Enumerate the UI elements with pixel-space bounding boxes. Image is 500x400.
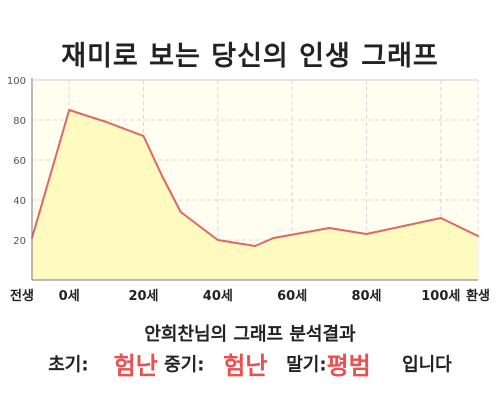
late-label: 말기: bbox=[286, 354, 327, 376]
analysis-title: 안희찬님의 그래프 분석결과 bbox=[144, 324, 356, 345]
x-tick-label: 80세 bbox=[351, 289, 381, 304]
data-point-11 bbox=[402, 225, 405, 227]
late-value: 평범 bbox=[326, 352, 371, 380]
data-point-9 bbox=[328, 227, 331, 229]
x-tick-label: 0세 bbox=[59, 289, 80, 304]
data-point-3 bbox=[142, 135, 145, 137]
series-area bbox=[32, 110, 478, 280]
data-point-1 bbox=[68, 109, 71, 111]
chart-title: 재미로 보는 당신의 인생 그래프 bbox=[61, 41, 439, 72]
analysis-result: 초기: 험난 중기: 험난 말기:평범 입니다 bbox=[0, 346, 500, 381]
x-tick-label: 전생 bbox=[10, 288, 34, 304]
x-tick-label: 60세 bbox=[277, 289, 307, 304]
series-line bbox=[31, 109, 479, 247]
x-tick-label: 20세 bbox=[128, 289, 158, 304]
data-point-2 bbox=[105, 121, 108, 123]
y-tick-label: 60 bbox=[13, 156, 26, 167]
y-tick-label: 40 bbox=[13, 196, 26, 207]
early-label: 초기: bbox=[48, 354, 89, 376]
result-suffix: 입니다 bbox=[402, 354, 452, 376]
early-value: 험난 bbox=[113, 352, 158, 380]
data-point-8 bbox=[272, 237, 275, 239]
data-point-4 bbox=[161, 175, 164, 177]
x-tick-label: 40세 bbox=[203, 289, 233, 304]
data-point-10 bbox=[365, 233, 368, 235]
y-tick-label: 80 bbox=[13, 116, 26, 127]
middle-label: 중기: bbox=[164, 354, 205, 376]
data-point-6 bbox=[216, 239, 219, 241]
data-point-12 bbox=[439, 217, 442, 219]
data-point-13 bbox=[477, 235, 479, 237]
middle-value: 험난 bbox=[223, 352, 268, 380]
x-tick-label: 환생 bbox=[466, 288, 490, 304]
data-point-5 bbox=[179, 211, 182, 213]
data-point-7 bbox=[254, 245, 256, 247]
x-tick-label: 100세 bbox=[421, 289, 460, 304]
y-tick-label: 100 bbox=[7, 76, 26, 87]
y-tick-label: 20 bbox=[13, 236, 26, 247]
